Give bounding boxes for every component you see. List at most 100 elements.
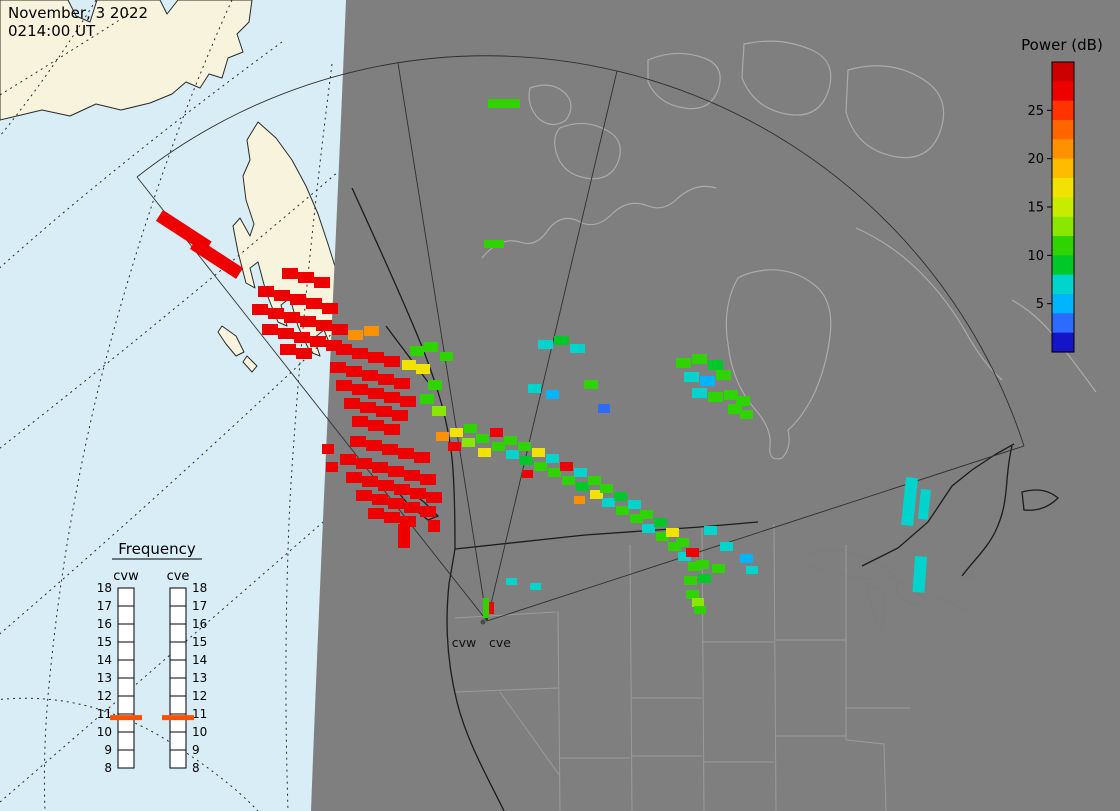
scatter-cell	[708, 360, 723, 370]
arctic-island	[647, 52, 721, 110]
scatter-cell	[492, 442, 505, 451]
scatter-cell	[570, 344, 585, 353]
scatter-cell	[326, 462, 338, 472]
lake-ontario	[955, 571, 991, 587]
scatter-cell	[900, 477, 918, 526]
freq-tick-label: 16	[192, 617, 207, 631]
scatter-cell	[298, 272, 314, 283]
scatter-cell	[394, 484, 410, 495]
freq-column-label: cve	[167, 569, 190, 584]
scatter-cell	[546, 390, 559, 399]
scatter-cell	[352, 348, 368, 359]
scatter-cell	[252, 304, 268, 315]
scatter-cell	[414, 452, 430, 463]
scatter-cell	[504, 436, 517, 445]
freq-tick-label: 9	[192, 743, 200, 757]
scatter-cell	[384, 424, 400, 435]
freq-tick-label: 16	[97, 617, 112, 631]
scatter-cell	[278, 328, 294, 339]
scatter-cell	[410, 346, 424, 356]
scatter-cell	[554, 336, 569, 345]
scatter-cell	[692, 598, 704, 607]
scatter-cell	[728, 404, 742, 414]
scatter-cell	[684, 372, 699, 382]
scatter-cell	[450, 428, 463, 437]
lake-michigan	[865, 585, 886, 630]
scatter-cell	[398, 448, 414, 459]
scatter-cell	[314, 277, 330, 288]
freq-tick-label: 11	[97, 707, 112, 721]
scatter-cell	[398, 524, 410, 548]
freq-tick-label: 11	[192, 707, 207, 721]
scatter-cell	[336, 344, 352, 355]
scatter-cell	[654, 518, 667, 527]
scatter-cell	[528, 384, 541, 393]
scatter-cell	[388, 498, 404, 509]
scatter-cell	[362, 476, 378, 487]
colorbar-segment	[1052, 216, 1074, 237]
scatter-cell	[258, 286, 274, 297]
scatter-cell	[700, 376, 715, 386]
scatter-cell	[532, 448, 545, 457]
scatter-cell	[352, 416, 368, 427]
scatter-cell	[290, 294, 306, 305]
freq-tick-label: 10	[192, 725, 207, 739]
pacific-coast	[351, 187, 505, 811]
scatter-cell	[404, 470, 420, 481]
radar-label-cve: cve	[489, 635, 511, 650]
colorbar-tick-label: 25	[1027, 104, 1044, 119]
date-line-2: 0214:00 UT	[8, 22, 96, 40]
scatter-cell	[590, 490, 603, 499]
freq-column-label: cvw	[113, 569, 139, 584]
scatter-cell	[740, 410, 753, 419]
scatter-cell	[316, 320, 332, 331]
scatter-cell	[668, 542, 681, 551]
scatter-cell	[436, 432, 449, 441]
freq-tick-label: 18	[97, 581, 112, 595]
scatter-cell	[366, 440, 382, 451]
scatter-cell	[388, 466, 404, 477]
lake-huron	[895, 581, 930, 606]
scatter-cell	[326, 340, 342, 351]
colorbar-tick-label: 5	[1036, 297, 1044, 312]
scatter-cell	[476, 434, 489, 443]
scatter-cell	[368, 420, 384, 431]
scatter-cell	[420, 474, 436, 485]
scatter-cell	[716, 370, 731, 380]
scatter-cell	[598, 404, 610, 413]
scatter-cell	[712, 564, 725, 573]
scatter-cell	[704, 526, 717, 535]
colorbar-segment	[1052, 332, 1074, 353]
scatter-cell	[368, 388, 384, 399]
scatter-cell	[372, 494, 388, 505]
scatter-cell	[656, 532, 669, 541]
freq-tick-label: 14	[192, 653, 207, 667]
scatter-cell	[356, 458, 372, 469]
lake-superior	[794, 549, 898, 580]
colorbar-segment	[1052, 197, 1074, 218]
radar-site-marker	[480, 619, 486, 625]
scatter-cell	[352, 384, 368, 395]
scatter-cell	[268, 308, 284, 319]
freq-tick-label: 14	[97, 653, 112, 667]
great-lakes	[794, 549, 991, 630]
freq-tick-label: 9	[104, 743, 112, 757]
scatter-cell	[560, 462, 573, 471]
scatter-cell	[686, 548, 699, 557]
graticule-latitude-arc	[0, 11, 133, 96]
fov-divider-west	[397, 62, 488, 622]
scatter-cell	[640, 510, 653, 519]
scatter-cell	[428, 380, 442, 390]
scatter-cell	[740, 554, 753, 563]
scatter-cell	[440, 352, 453, 361]
fov-edge-east	[486, 445, 1025, 622]
scatter-cell	[404, 502, 420, 513]
scatter-cell	[340, 454, 356, 465]
scatter-cell	[322, 303, 338, 314]
scatter-cell	[376, 406, 392, 417]
freq-tick-label: 10	[97, 725, 112, 739]
freq-tick-label: 12	[97, 689, 112, 703]
scatter-cell	[262, 324, 278, 335]
night-region	[311, 0, 1120, 811]
